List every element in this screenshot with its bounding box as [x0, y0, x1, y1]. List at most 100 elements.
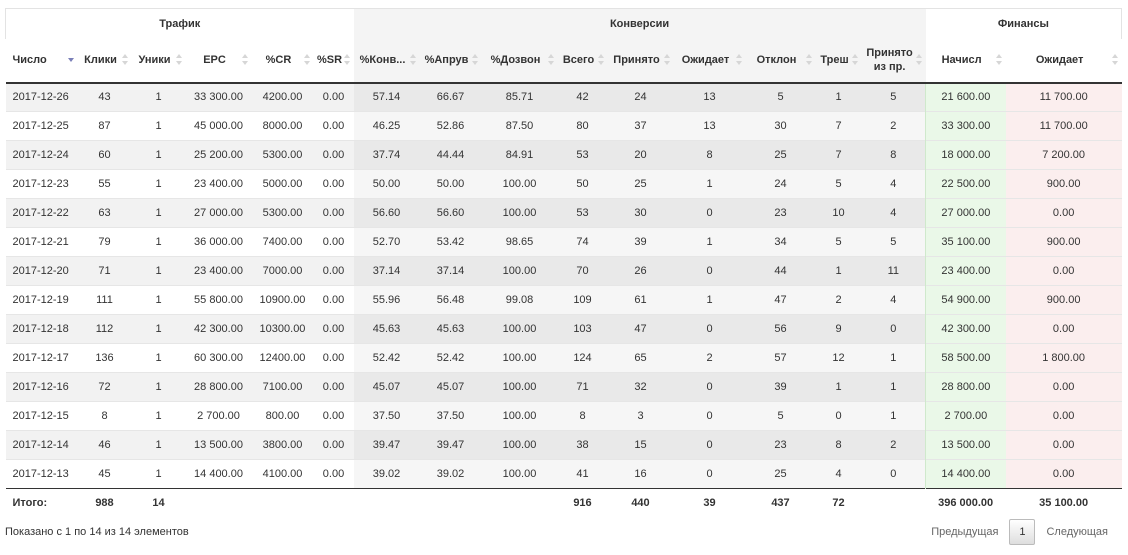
- group-traffic: Трафик: [5, 8, 354, 39]
- cell-clicks: 136: [77, 343, 132, 373]
- cell-date: 2017-12-24: [5, 140, 78, 170]
- cell-accepted: 47: [607, 314, 674, 344]
- cell-accrued: 23 400.00: [925, 256, 1006, 286]
- cell-accrued: 14 400.00: [925, 459, 1006, 489]
- column-header-clicks[interactable]: Клики: [77, 38, 132, 84]
- cell-date: 2017-12-14: [5, 430, 78, 460]
- cell-sr: 0.00: [313, 82, 354, 112]
- column-header-cr[interactable]: %CR: [251, 38, 314, 84]
- cell-cr: 800.00: [251, 401, 314, 431]
- group-conversions: Конверсии: [353, 8, 926, 39]
- cell-accepted: 61: [607, 285, 674, 315]
- stats-table-container: Трафик Конверсии Финансы Число Клики Уники…: [5, 8, 1123, 517]
- column-header-accepted-from-pending[interactable]: Принято из пр.: [861, 38, 926, 84]
- cell-conv: 37.74: [353, 140, 420, 170]
- cell-dial: 100.00: [481, 459, 558, 489]
- total-rejected: 437: [745, 488, 816, 517]
- cell-pending-payout: 7 200.00: [1005, 140, 1122, 170]
- column-header-total[interactable]: Всего: [557, 38, 608, 84]
- cell-cr: 5000.00: [251, 169, 314, 199]
- column-header-pending[interactable]: Ожидает: [673, 38, 746, 84]
- column-header-pending-payout[interactable]: Ожидает: [1005, 38, 1122, 84]
- cell-accepted: 32: [607, 372, 674, 402]
- cell-sr: 0.00: [313, 459, 354, 489]
- cell-conv: 56.60: [353, 198, 420, 228]
- column-header-accepted[interactable]: Принято: [607, 38, 674, 84]
- cell-accepted-from-pending: 0: [861, 459, 926, 489]
- cell-uniques: 1: [131, 82, 186, 112]
- cell-total: 74: [557, 227, 608, 257]
- cell-conv: 55.96: [353, 285, 420, 315]
- cell-rejected: 5: [745, 401, 816, 431]
- cell-uniques: 1: [131, 314, 186, 344]
- table-row: 2017-12-25 87 1 45 000.00 8000.00 0.00 46.25 52…: [5, 111, 1122, 141]
- column-header-approve[interactable]: %Апрув: [419, 38, 482, 84]
- cell-epc: 45 000.00: [185, 111, 252, 141]
- column-header-date[interactable]: Число: [5, 38, 78, 84]
- cell-epc: 2 700.00: [185, 401, 252, 431]
- cell-accepted-from-pending: 4: [861, 198, 926, 228]
- column-header-dial[interactable]: %Дозвон: [481, 38, 558, 84]
- table-row: 2017-12-23 55 1 23 400.00 5000.00 0.00 50.00 50…: [5, 169, 1122, 199]
- sort-icon: [121, 54, 129, 66]
- sort-icon: [175, 54, 183, 66]
- cell-accrued: 2 700.00: [925, 401, 1006, 431]
- cell-rejected: 5: [745, 82, 816, 112]
- cell-pending: 0: [673, 372, 746, 402]
- cell-accrued: 35 100.00: [925, 227, 1006, 257]
- column-header-rejected[interactable]: Отклон: [745, 38, 816, 84]
- cell-total: 41: [557, 459, 608, 489]
- cell-accepted: 37: [607, 111, 674, 141]
- page-1-button[interactable]: 1: [1009, 519, 1036, 545]
- cell-accepted: 24: [607, 82, 674, 112]
- cell-uniques: 1: [131, 169, 186, 199]
- cell-rejected: 25: [745, 140, 816, 170]
- sort-icon: [995, 54, 1003, 66]
- column-header-uniques[interactable]: Уники: [131, 38, 186, 84]
- next-page-button[interactable]: Следующая: [1046, 526, 1108, 538]
- cell-cr: 3800.00: [251, 430, 314, 460]
- total-clicks: 988: [77, 488, 132, 517]
- cell-epc: 33 300.00: [185, 82, 252, 112]
- cell-sr: 0.00: [313, 140, 354, 170]
- column-header-accrued[interactable]: Начисл: [925, 38, 1006, 84]
- cell-dial: 100.00: [481, 430, 558, 460]
- cell-epc: 23 400.00: [185, 256, 252, 286]
- cell-accepted: 26: [607, 256, 674, 286]
- cell-rejected: 24: [745, 169, 816, 199]
- cell-trash: 4: [815, 459, 862, 489]
- cell-uniques: 1: [131, 430, 186, 460]
- column-header-label: EPC: [203, 54, 226, 66]
- table-footer: Показано с 1 по 14 из 14 элементов Преды…: [5, 518, 1121, 546]
- table-row: 2017-12-17 136 1 60 300.00 12400.00 0.00 52.42…: [5, 343, 1122, 373]
- column-header-sr[interactable]: %SR: [313, 38, 354, 84]
- total-accrued: 396 000.00: [925, 488, 1006, 517]
- cell-conv: 45.63: [353, 314, 420, 344]
- cell-trash: 5: [815, 169, 862, 199]
- cell-epc: 36 000.00: [185, 227, 252, 257]
- cell-clicks: 63: [77, 198, 132, 228]
- cell-cr: 5300.00: [251, 140, 314, 170]
- cell-pending: 1: [673, 285, 746, 315]
- total-accepted-from-pending: [861, 488, 926, 517]
- cell-clicks: 71: [77, 256, 132, 286]
- cell-total: 8: [557, 401, 608, 431]
- column-header-label: Ожидает: [1035, 54, 1084, 66]
- column-header-conv[interactable]: %Конв...: [353, 38, 420, 84]
- column-header-label: Отклон: [756, 54, 797, 66]
- table-row: 2017-12-18 112 1 42 300.00 10300.00 0.00 45.63…: [5, 314, 1122, 344]
- cell-rejected: 44: [745, 256, 816, 286]
- cell-accepted-from-pending: 1: [861, 372, 926, 402]
- prev-page-button[interactable]: Предыдущая: [931, 526, 999, 538]
- column-header-epc[interactable]: EPC: [185, 38, 252, 84]
- column-header-label: Клики: [84, 54, 117, 66]
- cell-approve: 37.50: [419, 401, 482, 431]
- total-pending-payout: 35 100.00: [1005, 488, 1122, 517]
- cell-clicks: 72: [77, 372, 132, 402]
- column-header-row: Число Клики Уники EPC %CR %SR %Конв... %Апрув %Д…: [5, 38, 1122, 84]
- column-header-trash[interactable]: Треш: [815, 38, 862, 84]
- cell-sr: 0.00: [313, 401, 354, 431]
- cell-pending: 1: [673, 169, 746, 199]
- table-row: 2017-12-26 43 1 33 300.00 4200.00 0.00 57.14 66…: [5, 82, 1122, 112]
- cell-accepted: 25: [607, 169, 674, 199]
